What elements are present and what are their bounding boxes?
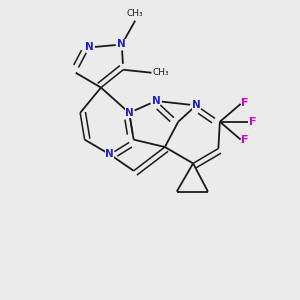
Text: F: F <box>249 117 257 127</box>
Text: N: N <box>152 96 160 106</box>
Text: N: N <box>106 149 114 160</box>
Text: CH₃: CH₃ <box>153 68 169 77</box>
Text: N: N <box>117 40 126 50</box>
Text: N: N <box>125 108 134 118</box>
Text: CH₃: CH₃ <box>127 9 143 18</box>
Text: F: F <box>241 135 249 145</box>
Text: N: N <box>192 100 200 110</box>
Text: N: N <box>85 43 93 52</box>
Text: F: F <box>241 98 249 108</box>
